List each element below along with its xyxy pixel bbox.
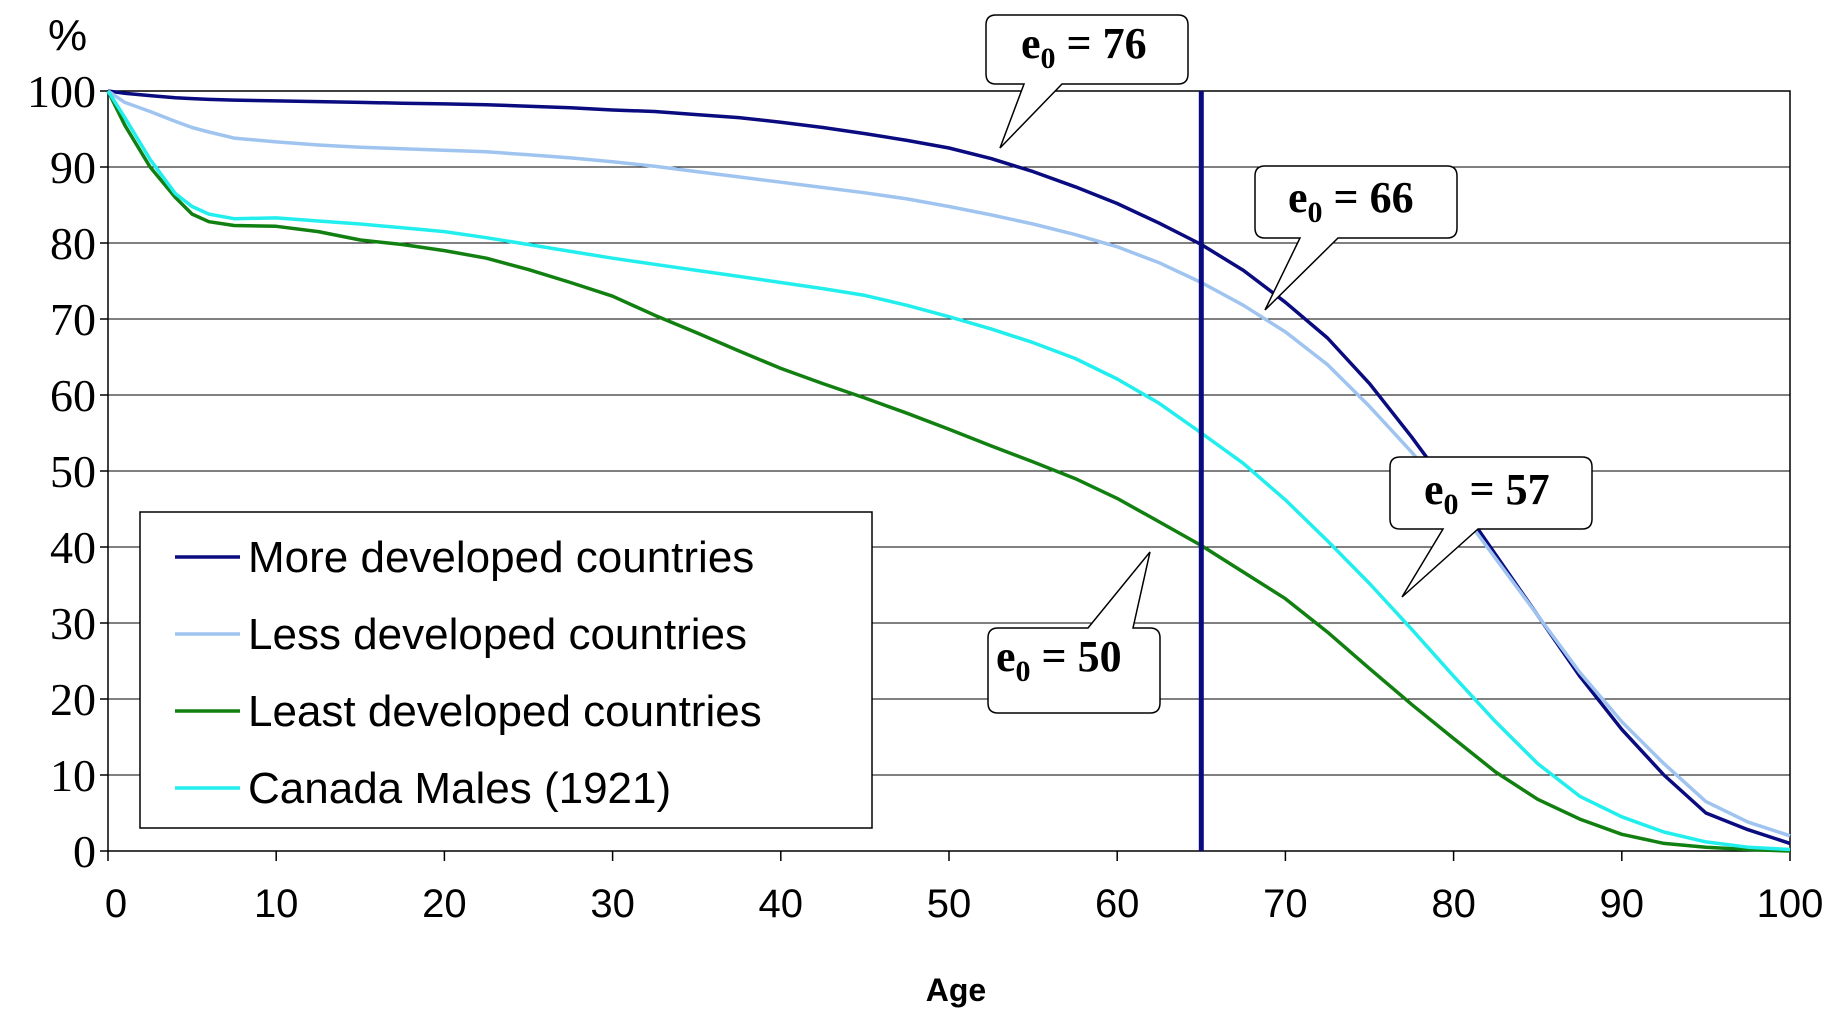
- callout-value: = 57: [1459, 465, 1550, 514]
- legend-label-less-developed: Less developed countries: [248, 610, 747, 659]
- y-tick-label-40: 40: [50, 522, 96, 573]
- callout-subscript: 0: [1444, 488, 1459, 521]
- y-tick-label-20: 20: [50, 674, 96, 725]
- callout-bubble: [1389, 456, 1593, 598]
- series-line-less-developed: [107, 89, 1791, 838]
- legend-label-canada-males: Canada Males (1921): [248, 764, 671, 813]
- callout-bubble: [1254, 165, 1458, 311]
- y-tick-label-0: 0: [73, 826, 96, 877]
- callout-label: e: [1021, 19, 1041, 68]
- x-tick-label-40: 40: [759, 882, 804, 926]
- legend-label-least-developed: Least developed countries: [248, 687, 762, 736]
- callout-label: e: [1288, 173, 1308, 222]
- y-tick-label-100: 100: [27, 66, 96, 117]
- legend-label-more-developed: More developed countries: [248, 533, 754, 582]
- legend-box: [139, 511, 873, 829]
- y-axis: 0 10 20 30 40 50 60 70 80 90 100: [27, 66, 108, 877]
- x-tick-label-30: 30: [590, 882, 635, 926]
- y-axis-unit-label: %: [48, 11, 87, 60]
- x-tick-label-100: 100: [1757, 882, 1824, 926]
- y-tick-label-10: 10: [50, 750, 96, 801]
- y-tick-label-60: 60: [50, 370, 96, 421]
- callout-value: = 66: [1323, 173, 1414, 222]
- callout-e0-50: e0 = 50: [987, 551, 1161, 714]
- callout-e0-57: e0 = 57: [1389, 456, 1593, 598]
- series-line-more-developed: [107, 89, 1791, 846]
- x-tick-label-70: 70: [1263, 882, 1308, 926]
- callout-bubble: [987, 551, 1161, 714]
- x-axis-title: Age: [926, 972, 986, 1008]
- x-tick-label-80: 80: [1431, 882, 1476, 926]
- x-tick-label-0: 0: [105, 882, 127, 926]
- series-lines: [106, 89, 1791, 853]
- y-tick-label-70: 70: [50, 294, 96, 345]
- series-line-least-developed: [106, 90, 1791, 853]
- callout-bubble: [985, 14, 1189, 149]
- x-tick-label-50: 50: [927, 882, 972, 926]
- callout-value: = 50: [1031, 632, 1122, 681]
- callout-subscript: 0: [1016, 655, 1031, 688]
- svg-text:e0 = 66: e0 = 66: [1288, 173, 1414, 229]
- callout-e0-76: e0 = 76: [985, 14, 1189, 149]
- legend: More developed countries Less developed …: [139, 511, 873, 829]
- callout-label: e: [996, 632, 1016, 681]
- callout-label: e: [1424, 465, 1444, 514]
- callout-subscript: 0: [1308, 196, 1323, 229]
- svg-text:e0 = 76: e0 = 76: [1021, 19, 1147, 75]
- svg-text:e0 = 50: e0 = 50: [996, 632, 1122, 688]
- x-tick-label-60: 60: [1095, 882, 1140, 926]
- x-tick-label-90: 90: [1600, 882, 1645, 926]
- y-tick-label-50: 50: [50, 446, 96, 497]
- series-line-canada-males: [106, 90, 1791, 852]
- callout-value: = 76: [1056, 19, 1147, 68]
- svg-text:e0 = 57: e0 = 57: [1424, 465, 1550, 521]
- callout-e0-66: e0 = 66: [1254, 165, 1458, 311]
- callout-subscript: 0: [1041, 42, 1056, 75]
- y-tick-label-90: 90: [50, 142, 96, 193]
- y-tick-label-30: 30: [50, 598, 96, 649]
- y-tick-label-80: 80: [50, 218, 96, 269]
- x-axis: 0 10 20 30 40 50 60 70 80 90 100: [105, 851, 1824, 926]
- x-tick-label-10: 10: [254, 882, 299, 926]
- x-tick-label-20: 20: [422, 882, 467, 926]
